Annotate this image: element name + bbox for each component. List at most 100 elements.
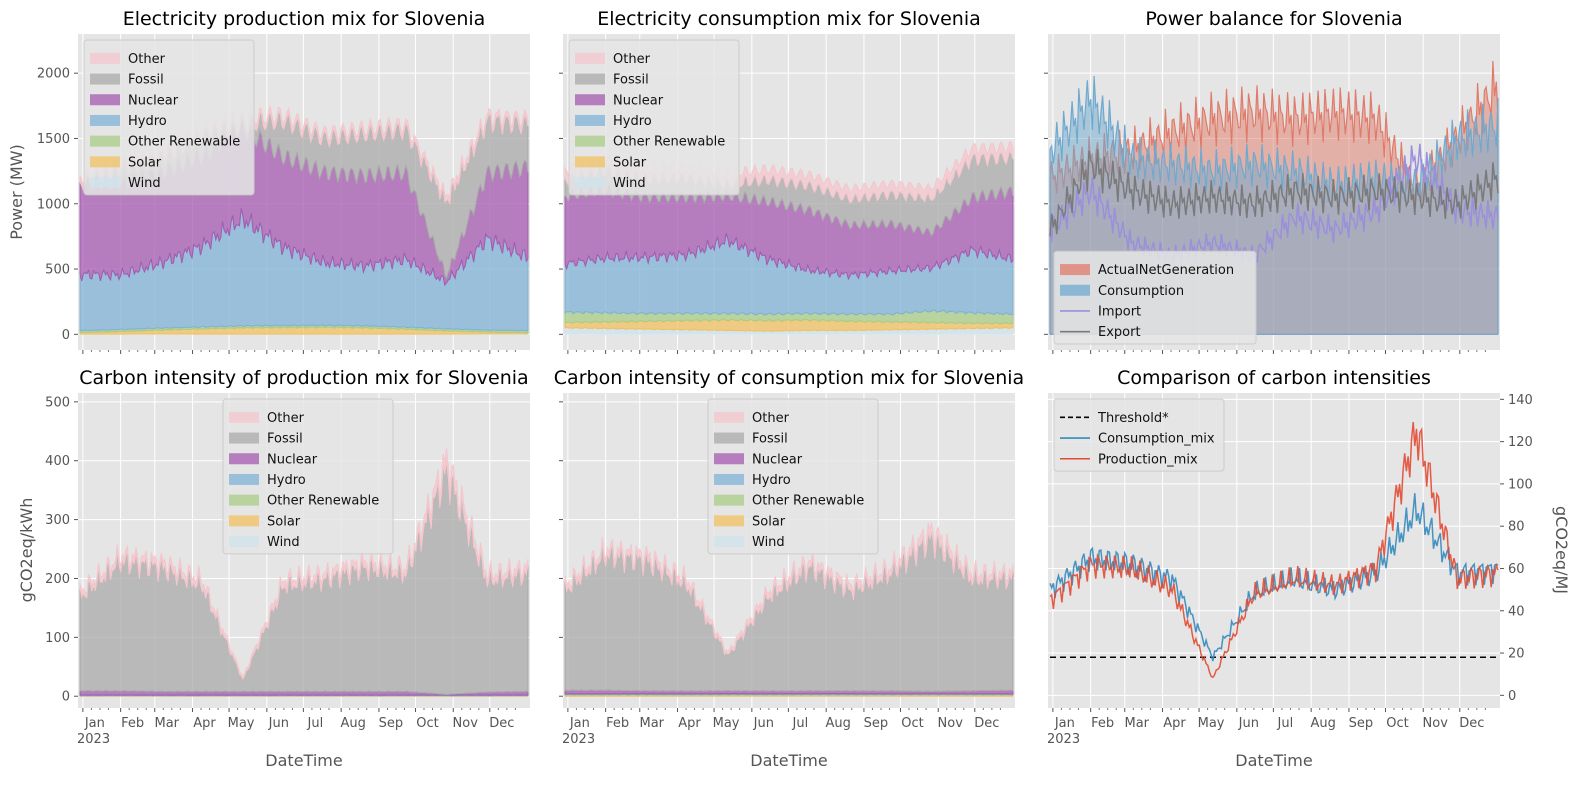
xtick-label: Oct — [1386, 716, 1408, 731]
legend-label-nuclear: Nuclear — [267, 452, 318, 467]
y-axis-label-bottom: gCO2eq/kWh — [17, 498, 36, 603]
ytick-label: 20 — [1508, 647, 1525, 662]
legend-swatch-solar — [229, 515, 259, 527]
legend-swatch-wind — [714, 536, 744, 548]
legend-swatch-hydro — [714, 473, 744, 485]
x-axis-label: DateTime — [1235, 751, 1312, 770]
ytick-label: 0 — [1508, 689, 1516, 704]
legend-label-consumption-mix: Consumption_mix — [1098, 432, 1215, 447]
legend-swatch-hydro — [575, 114, 605, 126]
legend-label-other-renewable: Other Renewable — [752, 494, 864, 509]
y-axis-label-right: gCO2eq/MJ — [1552, 506, 1571, 594]
legend: Other Fossil Nuclear Hydro Other Renewable So… — [568, 39, 740, 196]
legend-swatch-other-renewable — [714, 494, 744, 506]
xtick-label: Dec — [489, 716, 514, 731]
legend-swatch-solar — [90, 156, 120, 168]
legend-label-nuclear: Nuclear — [613, 93, 664, 108]
xtick-label: Aug — [340, 716, 365, 731]
legend-label-wind: Wind — [613, 176, 646, 191]
xtick-year: 2023 — [562, 732, 595, 747]
xtick-label: Feb — [1091, 716, 1114, 731]
legend-label-nuclear: Nuclear — [752, 452, 803, 467]
legend-label-hydro: Hydro — [613, 114, 652, 129]
legend: ActualNetGeneration Consumption Import Expo… — [1053, 250, 1257, 345]
line-import — [1049, 143, 1499, 265]
xtick-label: Oct — [416, 716, 438, 731]
subplot-title: Electricity consumption mix for Slovenia — [597, 8, 981, 30]
legend-swatch-hydro — [90, 114, 120, 126]
xtick-label: Sep — [864, 716, 889, 731]
xtick-label: Nov — [1423, 716, 1449, 731]
xtick-label: Dec — [1459, 716, 1484, 731]
legend-frame — [568, 39, 740, 196]
ytick-label: 1500 — [37, 132, 70, 147]
xtick-label: Jul — [307, 716, 324, 731]
subplot-6: Comparison of carbon intensities 0 20 40 60 8… — [1047, 367, 1533, 770]
legend-swatch-nuclear — [714, 453, 744, 465]
legend-swatch-other — [229, 411, 259, 423]
xtick-label: May — [1198, 716, 1225, 731]
x-axis-label: DateTime — [750, 751, 827, 770]
ytick-label: 120 — [1508, 435, 1533, 450]
xtick-label: Mar — [154, 716, 179, 731]
legend-frame — [1053, 250, 1257, 345]
legend: Threshold* Consumption_mix Production_mix — [1053, 398, 1225, 472]
subplot-5: Carbon intensity of consumption mix for … — [554, 367, 1024, 770]
xtick-label: Apr — [193, 716, 216, 731]
area-other — [79, 448, 529, 681]
ytick-label: 40 — [1508, 604, 1525, 619]
legend-swatch-solar — [575, 156, 605, 168]
legend-swatch-consumption — [1060, 284, 1090, 296]
xtick-label: Jun — [753, 716, 774, 731]
legend: Other Fossil Nuclear Hydro Other Renewable So… — [222, 398, 394, 555]
ytick-label: 100 — [45, 631, 70, 646]
y-axis-label-top: Power (MW) — [7, 144, 26, 240]
legend-swatch-nuclear — [229, 453, 259, 465]
legend-label-fossil: Fossil — [752, 432, 788, 447]
subplot-title: Carbon intensity of production mix for S… — [79, 367, 528, 389]
subplot-3: Power balance for Slovenia ActualNetGener… — [1044, 8, 1500, 354]
legend-swatch-other — [90, 52, 120, 64]
xtick-label: Sep — [1349, 716, 1374, 731]
xtick-label: Jan — [84, 716, 105, 731]
xtick-label: Apr — [1163, 716, 1186, 731]
legend-swatch-wind — [575, 177, 605, 189]
xtick-year: 2023 — [1047, 732, 1080, 747]
legend-frame — [707, 398, 879, 555]
subplot-1: Electricity production mix for Slovenia 0… — [37, 8, 530, 354]
xtick-label: Jul — [792, 716, 809, 731]
legend-swatch-other — [714, 411, 744, 423]
legend-label-solar: Solar — [128, 155, 162, 170]
legend-label-wind: Wind — [128, 176, 161, 191]
xtick-label: Feb — [121, 716, 144, 731]
xtick-label: Jan — [569, 716, 590, 731]
area-other — [564, 522, 1014, 656]
subplot-title: Comparison of carbon intensities — [1117, 367, 1431, 389]
legend-label-solar: Solar — [267, 514, 301, 529]
xtick-label: Feb — [606, 716, 629, 731]
legend-label-solar: Solar — [613, 155, 647, 170]
legend-label-wind: Wind — [752, 535, 785, 550]
legend-label-hydro: Hydro — [267, 473, 306, 488]
ytick-label: 100 — [1508, 477, 1533, 492]
legend-label-other: Other — [128, 52, 166, 67]
xtick-year: 2023 — [77, 732, 110, 747]
legend-frame — [1053, 398, 1225, 472]
legend-label-hydro: Hydro — [128, 114, 167, 129]
legend-swatch-nuclear — [575, 94, 605, 106]
legend-swatch-wind — [90, 177, 120, 189]
legend-frame — [222, 398, 394, 555]
legend-swatch-other-renewable — [229, 494, 259, 506]
legend-swatch-actualnetgeneration — [1060, 264, 1090, 276]
subplot-2: Electricity consumption mix for Slovenia… — [559, 8, 1015, 354]
ytick-label: 0 — [62, 328, 70, 343]
legend-swatch-other-renewable — [575, 135, 605, 147]
xtick-label: May — [228, 716, 255, 731]
ytick-label: 140 — [1508, 393, 1533, 408]
ytick-label: 300 — [45, 513, 70, 528]
legend-swatch-solar — [714, 515, 744, 527]
xtick-label: Jun — [1238, 716, 1259, 731]
legend-label-export: Export — [1098, 325, 1141, 340]
legend-swatch-fossil — [714, 432, 744, 444]
line-consumption_mix — [1049, 493, 1499, 662]
